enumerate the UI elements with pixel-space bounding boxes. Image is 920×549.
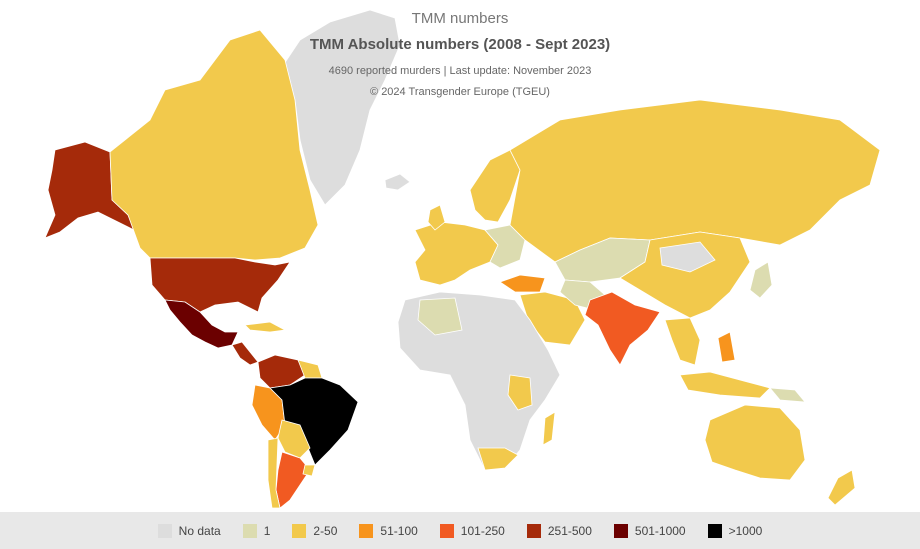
region-southeast-asia[interactable] (664, 317, 701, 366)
legend-swatch (526, 523, 541, 538)
legend-item[interactable]: >1000 (707, 523, 763, 538)
region-madagascar[interactable] (542, 411, 556, 446)
legend-swatch (707, 523, 722, 538)
region-iceland[interactable] (384, 173, 411, 191)
region-philippines[interactable] (717, 331, 736, 363)
legend-label: 1 (263, 523, 271, 538)
region-india[interactable] (584, 291, 661, 366)
legend-label: >1000 (728, 523, 763, 538)
legend-item[interactable]: 1 (242, 523, 271, 538)
map-info: 4690 reported murders | Last update: Nov… (328, 65, 592, 77)
legend-item[interactable]: 51-100 (359, 523, 418, 538)
region-africa[interactable] (397, 291, 561, 471)
region-uruguay[interactable] (302, 464, 316, 477)
region-papua[interactable] (769, 387, 806, 403)
legend-item[interactable]: 251-500 (526, 523, 592, 538)
map-credit: © 2024 Transgender Europe (TGEU) (370, 86, 550, 98)
map-subtitle: TMM Absolute numbers (2008 - Sept 2023) (309, 36, 611, 53)
legend-label: 251-500 (547, 523, 592, 538)
legend-item[interactable]: No data (157, 523, 221, 538)
legend-swatch (613, 523, 628, 538)
legend-item[interactable]: 501-1000 (613, 523, 686, 538)
legend-label: 51-100 (380, 523, 418, 538)
legend-swatch (439, 523, 454, 538)
legend-swatch (359, 523, 374, 538)
map-legend: No data 1 2-50 51-100 101-250 251-500 501-1000… (0, 512, 920, 549)
legend-label: 501-1000 (634, 523, 686, 538)
region-turkey[interactable] (499, 274, 546, 293)
region-algeria[interactable] (417, 297, 463, 336)
region-indonesia[interactable] (679, 371, 771, 399)
region-argentina[interactable] (275, 451, 311, 509)
region-japan[interactable] (749, 261, 773, 299)
region-caribbean[interactable] (244, 321, 287, 333)
region-south-africa[interactable] (477, 447, 519, 471)
legend-swatch (157, 523, 172, 538)
legend-item[interactable]: 2-50 (292, 523, 338, 538)
region-mongolia[interactable] (659, 241, 716, 273)
legend-label: No data (178, 523, 221, 538)
region-colombia-venezuela[interactable] (257, 354, 306, 389)
region-east-africa[interactable] (507, 374, 533, 411)
region-new-zealand[interactable] (827, 469, 856, 506)
region-china[interactable] (619, 231, 751, 319)
legend-item[interactable]: 101-250 (439, 523, 505, 538)
region-russia[interactable] (509, 99, 881, 263)
legend-label: 101-250 (460, 523, 505, 538)
region-canada[interactable] (109, 29, 319, 261)
region-western-europe[interactable] (414, 221, 499, 286)
region-chile[interactable] (267, 437, 281, 509)
region-scandinavia[interactable] (469, 149, 521, 223)
region-australia[interactable] (704, 404, 806, 481)
legend-swatch (292, 523, 307, 538)
legend-label: 2-50 (313, 523, 338, 538)
region-uk[interactable] (427, 204, 446, 231)
region-central-america[interactable] (231, 341, 259, 366)
map-title: TMM numbers (411, 10, 509, 27)
legend-swatch (242, 523, 257, 538)
world-map[interactable] (0, 0, 920, 512)
